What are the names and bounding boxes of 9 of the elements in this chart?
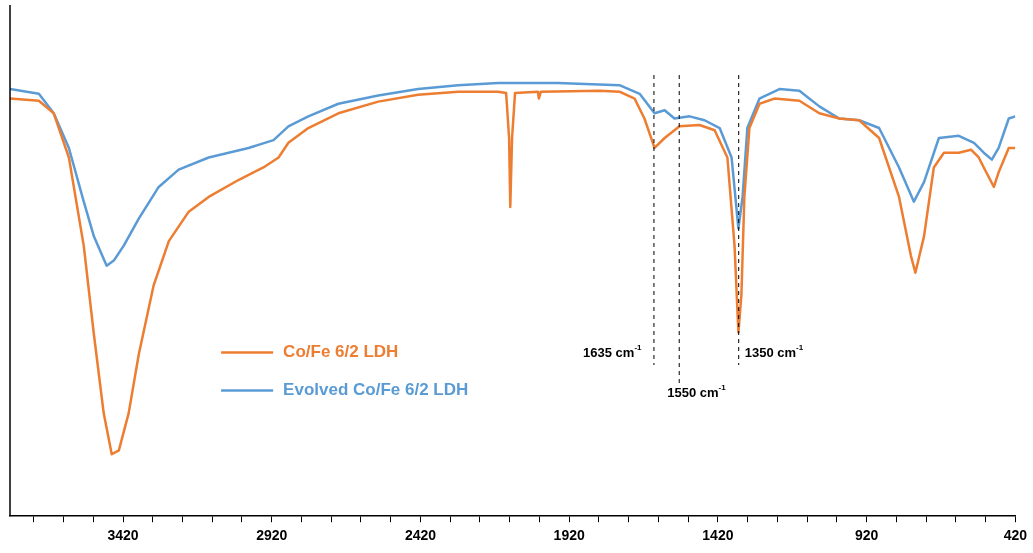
legend-label: Evolved Co/Fe 6/2 LDH [283,380,469,400]
x-tick-label: 920 [854,527,879,544]
x-tick-label: 3420 [107,527,139,544]
x-tick-label: 2420 [404,527,437,544]
x-tick-label: 1920 [553,527,585,544]
legend-label: Co/Fe 6/2 LDH [283,342,399,362]
x-tick-label: 2920 [256,527,288,544]
x-tick-label: 1420 [702,527,734,544]
x-tick-label: 420 [1003,527,1028,544]
